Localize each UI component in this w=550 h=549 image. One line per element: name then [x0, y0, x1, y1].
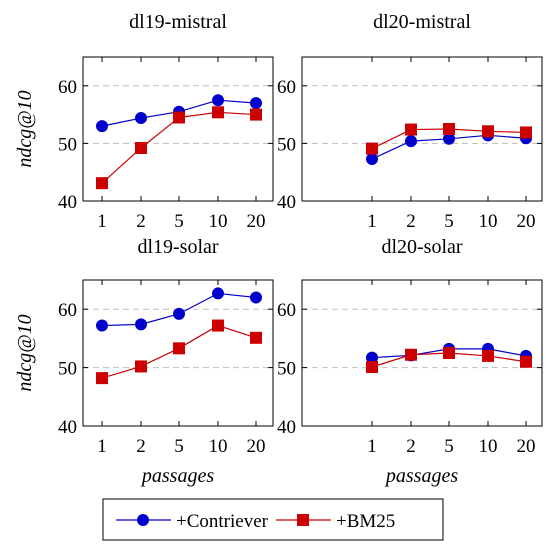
panel-4-title: dl20-solar	[381, 236, 462, 258]
panel-3-bm25-point	[250, 331, 262, 344]
panel-1-ytick-label: 60	[58, 77, 77, 98]
panel-3-xtick-label: 1	[97, 436, 107, 457]
panel-1-xtick-label: 10	[209, 211, 228, 232]
panel-3-xlabel: passages	[140, 465, 214, 487]
panel-1-frame	[82, 56, 274, 202]
panel-4-bm25-point	[482, 349, 494, 362]
panel-2-xtick-label: 10	[479, 211, 498, 232]
panel-4-xtick-label: 2	[406, 436, 416, 457]
panel-2-ytick-label: 40	[277, 192, 296, 213]
panel-3-contriever-point	[173, 307, 185, 320]
panel-3-contriever-point	[250, 291, 262, 304]
panel-3-title: dl19-solar	[137, 236, 218, 258]
panel-3-ytick-label: 60	[58, 300, 77, 321]
legend-contriever-marker	[137, 514, 149, 526]
panel-4-ytick-label: 60	[277, 300, 296, 321]
panel-2-xtick-label: 1	[367, 211, 377, 232]
panel-4-xtick-label: 1	[367, 436, 377, 457]
panel-2-bm25-point	[520, 126, 532, 139]
panel-2-bm25-point	[482, 125, 494, 138]
panel-3-xtick-label: 20	[247, 436, 266, 457]
panel-1-xtick-label: 2	[136, 211, 146, 232]
panel-4-frame	[301, 279, 543, 427]
panel-4-bm25-point	[520, 355, 532, 368]
panel-3-contriever-point	[96, 319, 108, 332]
panel-4-bm25-point	[443, 347, 455, 359]
panel-2-bm25-point	[405, 123, 417, 136]
panel-3-xtick-label: 5	[174, 436, 184, 457]
panel-1-xtick-label: 20	[247, 211, 266, 232]
panel-2-xtick-label: 2	[406, 211, 416, 232]
panel-3-ylabel: ndcg@10	[14, 314, 36, 391]
panel-4-ytick-label: 40	[277, 417, 296, 438]
panel-4-xlabel: passages	[384, 465, 458, 487]
panel-1-ytick-label: 50	[58, 134, 77, 155]
panel-2-ytick-label: 60	[277, 77, 296, 98]
panel-2-xtick-label: 20	[517, 211, 536, 232]
panel-3-bm25-point	[135, 360, 147, 373]
panel-3-frame	[82, 279, 274, 427]
panel-1-bm25-point	[135, 142, 147, 155]
panel-4-xtick-label: 20	[517, 436, 536, 457]
panel-4-xtick-label: 10	[479, 436, 498, 457]
panel-1-contriever-point	[96, 120, 108, 133]
panel-1-bm25-point	[212, 106, 224, 119]
panel-3-contriever-point	[135, 318, 147, 331]
legend-bm25-marker	[297, 514, 309, 526]
panel-2-title: dl20-mistral	[373, 11, 471, 33]
panel-2-contriever-point	[405, 135, 417, 148]
panel-2-xtick-label: 5	[444, 211, 454, 232]
panel-3-bm25-point	[212, 319, 224, 332]
panel-3-xtick-label: 10	[209, 436, 228, 457]
panel-4-ytick-label: 50	[277, 359, 296, 380]
panel-1-xtick-label: 1	[97, 211, 107, 232]
panel-3-bm25-point	[96, 372, 108, 385]
panel-1-contriever-point	[135, 112, 147, 125]
panel-1-xtick-label: 5	[174, 211, 184, 232]
panel-3-ytick-label: 40	[58, 417, 77, 438]
panel-1-bm25-point	[173, 111, 185, 124]
panel-2-contriever-point	[366, 152, 378, 165]
panel-3-ytick-label: 50	[58, 359, 77, 380]
panel-1-contriever-point	[250, 97, 262, 110]
panel-4-bm25-point	[405, 348, 417, 361]
panel-1-bm25-point	[250, 108, 262, 121]
panel-1-bm25-point	[96, 177, 108, 190]
panel-2-bm25-point	[366, 142, 378, 155]
legend-contriever-label: +Contriever	[176, 511, 269, 532]
legend-bm25-label: +BM25	[336, 511, 395, 532]
panel-4-bm25-point	[366, 361, 378, 374]
panel-3-xtick-label: 2	[136, 436, 146, 457]
panel-1-title: dl19-mistral	[129, 11, 227, 33]
panel-1-ytick-label: 40	[58, 192, 77, 213]
panel-1-ylabel: ndcg@10	[14, 90, 36, 167]
panel-2-frame	[301, 56, 543, 202]
panel-1-contriever-point	[212, 94, 224, 107]
panel-2-bm25-point	[443, 123, 455, 135]
panel-3-contriever-point	[212, 287, 224, 300]
panel-2-ytick-label: 50	[277, 134, 296, 155]
panel-4-xtick-label: 5	[444, 436, 454, 457]
panel-3-bm25-point	[173, 342, 185, 355]
